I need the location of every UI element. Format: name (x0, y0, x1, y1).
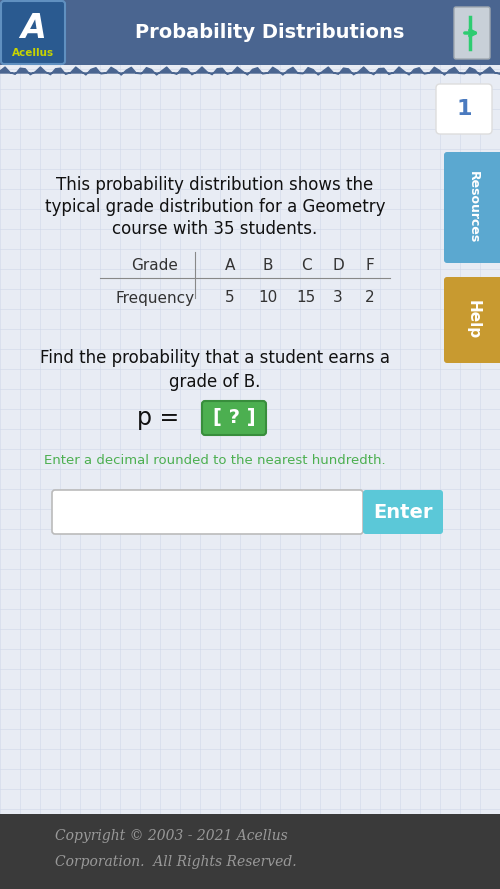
Text: 10: 10 (258, 291, 278, 306)
Text: A: A (20, 12, 46, 45)
Text: Frequency: Frequency (116, 291, 194, 306)
Text: p =: p = (137, 406, 187, 430)
Text: 5: 5 (225, 291, 235, 306)
Bar (0, 0, 500, 65)
Text: Corporation.  All Rights Reserved.: Corporation. All Rights Reserved. (55, 855, 296, 869)
Text: 1: 1 (456, 99, 472, 119)
FancyBboxPatch shape (444, 152, 500, 263)
Text: 2: 2 (365, 291, 375, 306)
Text: course with 35 students.: course with 35 students. (112, 220, 318, 238)
Bar (0, 814, 500, 889)
Text: 15: 15 (296, 291, 316, 306)
Text: A: A (225, 258, 235, 273)
Text: Probability Distributions: Probability Distributions (136, 23, 404, 42)
Text: typical grade distribution for a Geometry: typical grade distribution for a Geometr… (45, 198, 385, 216)
Text: F: F (366, 258, 374, 273)
FancyBboxPatch shape (363, 490, 443, 534)
Text: Find the probability that a student earns a: Find the probability that a student earn… (40, 349, 390, 367)
FancyBboxPatch shape (444, 277, 500, 363)
Text: Resources: Resources (467, 172, 480, 244)
Text: grade of B.: grade of B. (170, 373, 260, 391)
FancyBboxPatch shape (202, 401, 266, 435)
Text: B: B (263, 258, 273, 273)
Text: Copyright © 2003 - 2021 Acellus: Copyright © 2003 - 2021 Acellus (55, 829, 288, 843)
FancyBboxPatch shape (52, 490, 363, 534)
Text: Enter a decimal rounded to the nearest hundredth.: Enter a decimal rounded to the nearest h… (44, 453, 386, 467)
Text: [ ? ]: [ ? ] (212, 409, 256, 428)
FancyBboxPatch shape (436, 84, 492, 134)
Text: 3: 3 (333, 291, 343, 306)
Text: C: C (300, 258, 312, 273)
Text: Acellus: Acellus (12, 48, 54, 58)
Text: Grade: Grade (132, 258, 178, 273)
Text: D: D (332, 258, 344, 273)
Text: Help: Help (466, 300, 481, 340)
FancyBboxPatch shape (1, 1, 65, 64)
FancyBboxPatch shape (454, 7, 490, 59)
Text: Enter: Enter (373, 502, 433, 522)
Text: This probability distribution shows the: This probability distribution shows the (56, 176, 374, 194)
